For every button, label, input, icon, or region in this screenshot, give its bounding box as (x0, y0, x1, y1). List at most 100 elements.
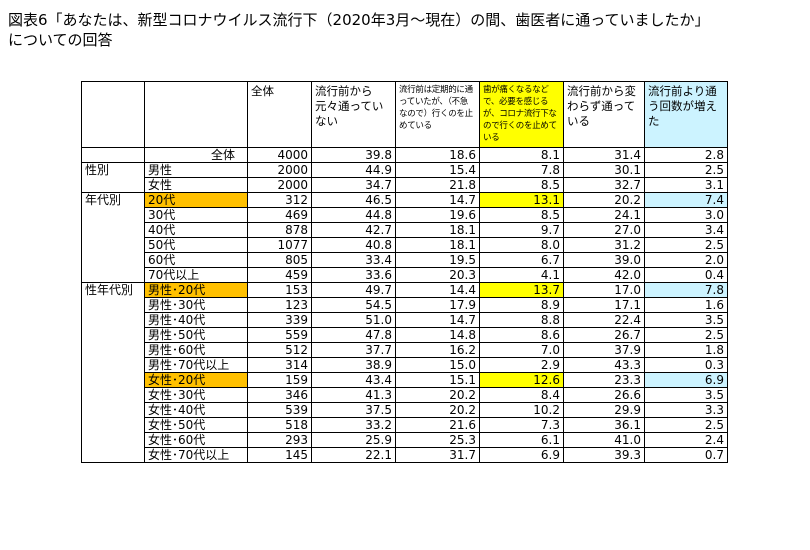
group-label-sex: 性別 (81, 162, 145, 193)
row-n: 1077 (247, 237, 312, 253)
row-label: 女性･50代 (144, 417, 248, 433)
value-cell: 14.8 (395, 327, 480, 343)
table-row: 40代 878 42.7 18.1 9.7 27.0 3.4 (82, 222, 728, 238)
table-row: 女性･40代 539 37.5 20.2 10.2 29.9 3.3 (82, 402, 728, 418)
row-label: 女性･20代 (144, 372, 248, 388)
value-cell: 38.9 (311, 357, 396, 373)
value-cell: 3.0 (644, 207, 728, 223)
table-row: 男性･50代 559 47.8 14.8 8.6 26.7 2.5 (82, 327, 728, 343)
table-row: 男性･30代 123 54.5 17.9 8.9 17.1 1.6 (82, 297, 728, 313)
value-cell: 24.1 (563, 207, 645, 223)
value-cell: 6.1 (479, 432, 564, 448)
value-cell: 13.1 (479, 192, 564, 208)
value-cell: 2.0 (644, 252, 728, 268)
value-cell: 37.9 (563, 342, 645, 358)
row-label: 男性･50代 (144, 327, 248, 343)
value-cell: 27.0 (563, 222, 645, 238)
value-cell: 18.1 (395, 237, 480, 253)
value-cell: 25.9 (311, 432, 396, 448)
row-n: 805 (247, 252, 312, 268)
value-cell: 42.0 (563, 267, 645, 283)
row-label: 男性･40代 (144, 312, 248, 328)
table-row: 全体 4000 39.8 18.6 8.1 31.4 2.8 (81, 147, 728, 163)
value-cell: 0.4 (644, 267, 728, 283)
value-cell: 14.4 (395, 282, 480, 298)
value-cell: 49.7 (311, 282, 396, 298)
table-row: 女性･20代 159 43.4 15.1 12.6 23.3 6.9 (82, 372, 728, 388)
value-cell: 43.3 (563, 357, 645, 373)
row-label: 女性 (144, 177, 248, 193)
table-row: 男性･70代以上 314 38.9 15.0 2.9 43.3 0.3 (82, 357, 728, 373)
value-cell: 6.9 (479, 447, 564, 463)
value-cell: 13.7 (479, 282, 564, 298)
row-label: 50代 (144, 237, 248, 253)
value-cell: 8.5 (479, 207, 564, 223)
value-cell: 14.7 (395, 192, 480, 208)
table-row: 女性･30代 346 41.3 20.2 8.4 26.6 3.5 (82, 387, 728, 403)
value-cell: 2.5 (644, 162, 728, 178)
row-n: 2000 (247, 177, 312, 193)
row-n: 878 (247, 222, 312, 238)
value-cell: 3.3 (644, 402, 728, 418)
value-cell: 31.4 (563, 147, 645, 163)
value-cell: 44.8 (311, 207, 396, 223)
group-cell-empty (81, 147, 145, 163)
value-cell: 26.7 (563, 327, 645, 343)
row-n: 145 (247, 447, 312, 463)
value-cell: 40.8 (311, 237, 396, 253)
table-row: 性別 男性 2000 44.9 15.4 7.8 30.1 2.5 (81, 162, 728, 193)
row-label: 女性･60代 (144, 432, 248, 448)
value-cell: 17.9 (395, 297, 480, 313)
value-cell: 42.7 (311, 222, 396, 238)
table-row: 50代 1077 40.8 18.1 8.0 31.2 2.5 (82, 237, 728, 253)
value-cell: 14.7 (395, 312, 480, 328)
row-n: 314 (247, 357, 312, 373)
row-label: 男性･20代 (144, 282, 248, 298)
value-cell: 31.7 (395, 447, 480, 463)
row-n: 2000 (247, 162, 312, 178)
value-cell: 8.1 (479, 147, 564, 163)
row-label: 女性･40代 (144, 402, 248, 418)
row-n: 346 (247, 387, 312, 403)
value-cell: 36.1 (563, 417, 645, 433)
value-cell: 39.0 (563, 252, 645, 268)
value-cell: 26.6 (563, 387, 645, 403)
row-n: 4000 (247, 147, 312, 163)
value-cell: 7.8 (479, 162, 564, 178)
table-row: 女性･50代 518 33.2 21.6 7.3 36.1 2.5 (82, 417, 728, 433)
row-n: 159 (247, 372, 312, 388)
row-label: 30代 (144, 207, 248, 223)
value-cell: 32.7 (563, 177, 645, 193)
value-cell: 21.6 (395, 417, 480, 433)
row-n: 123 (247, 297, 312, 313)
value-cell: 30.1 (563, 162, 645, 178)
row-label: 全体 (144, 147, 248, 163)
value-cell: 2.8 (644, 147, 728, 163)
row-n: 539 (247, 402, 312, 418)
row-label: 男性･30代 (144, 297, 248, 313)
value-cell: 22.4 (563, 312, 645, 328)
value-cell: 2.4 (644, 432, 728, 448)
value-cell: 2.5 (644, 237, 728, 253)
value-cell: 33.6 (311, 267, 396, 283)
table-row: 女性 2000 34.7 21.8 8.5 32.7 3.1 (82, 177, 728, 193)
value-cell: 43.4 (311, 372, 396, 388)
table-row: 70代以上 459 33.6 20.3 4.1 42.0 0.4 (82, 267, 728, 283)
value-cell: 31.2 (563, 237, 645, 253)
value-cell: 29.9 (563, 402, 645, 418)
value-cell: 8.6 (479, 327, 564, 343)
header-col1: 流行前から元々通っていない (311, 81, 396, 148)
value-cell: 46.5 (311, 192, 396, 208)
value-cell: 20.2 (395, 387, 480, 403)
survey-results-table: 全体 流行前から元々通っていない 流行前は定期的に通っていたが、（不急なので）行… (81, 81, 728, 463)
value-cell: 10.2 (479, 402, 564, 418)
value-cell: 3.1 (644, 177, 728, 193)
header-col5: 流行前より通う回数が増えた (644, 81, 728, 148)
value-cell: 19.5 (395, 252, 480, 268)
row-n: 512 (247, 342, 312, 358)
row-n: 559 (247, 327, 312, 343)
value-cell: 54.5 (311, 297, 396, 313)
value-cell: 44.9 (311, 162, 396, 178)
row-n: 459 (247, 267, 312, 283)
value-cell: 7.8 (644, 282, 728, 298)
